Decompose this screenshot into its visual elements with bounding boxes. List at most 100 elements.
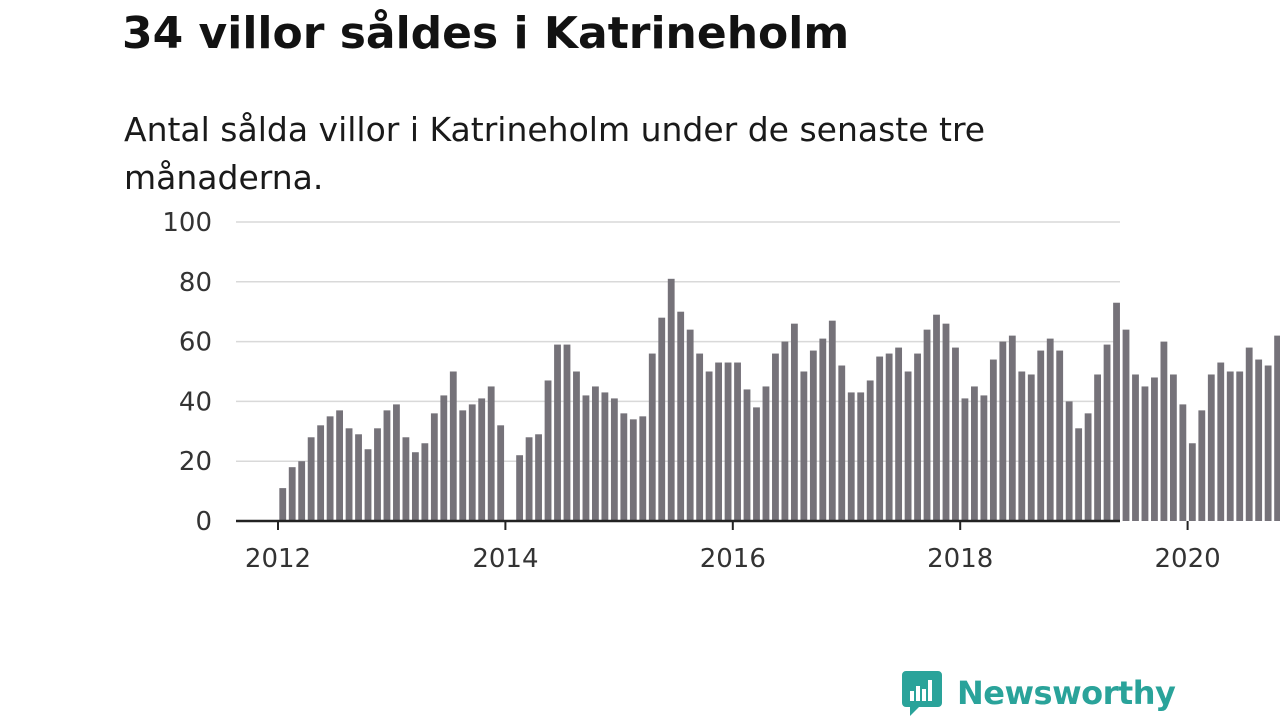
bar	[923, 329, 931, 521]
bar	[942, 323, 950, 521]
bar	[838, 365, 846, 521]
bar	[298, 461, 306, 521]
bar	[971, 386, 978, 521]
bar	[715, 362, 722, 521]
brand-name: Newsworthy	[957, 674, 1176, 712]
x-tick-label: 2016	[700, 544, 766, 574]
bar	[772, 353, 779, 521]
x-tick-label: 2018	[927, 544, 993, 574]
bar	[696, 353, 704, 521]
bar	[686, 329, 694, 521]
bar	[563, 344, 571, 521]
bar	[866, 380, 874, 521]
bar	[667, 278, 675, 521]
bar	[1113, 302, 1120, 521]
bar	[1245, 347, 1253, 521]
bar	[326, 416, 334, 521]
bar	[516, 455, 524, 521]
newsworthy-logo-icon	[902, 671, 942, 716]
y-tick-label: 40	[179, 387, 212, 417]
x-tick-label: 2020	[1155, 544, 1221, 574]
bar	[1151, 377, 1158, 521]
bar	[933, 314, 940, 521]
bar	[781, 341, 789, 521]
bar	[705, 371, 713, 521]
y-tick-label: 0	[195, 507, 212, 537]
bar	[828, 320, 836, 521]
chart-title: 34 villor såldes i Katrineholm	[122, 8, 850, 59]
bar	[1207, 374, 1215, 521]
bar	[1132, 374, 1139, 521]
bar	[724, 362, 732, 521]
bar	[989, 359, 997, 521]
bar	[914, 353, 921, 521]
bar	[1046, 338, 1054, 521]
bar	[980, 395, 988, 521]
bar	[819, 338, 827, 521]
bar	[1236, 371, 1244, 521]
x-tick-label: 2014	[472, 544, 538, 574]
bar	[876, 356, 884, 521]
bar	[601, 392, 609, 521]
bar	[573, 371, 580, 521]
bar	[1169, 374, 1177, 521]
bar	[629, 419, 637, 521]
bar	[790, 323, 798, 521]
bar	[639, 416, 647, 521]
bar	[847, 392, 855, 521]
bar	[535, 434, 542, 521]
bar	[393, 404, 400, 521]
bar	[1065, 401, 1073, 521]
bar	[1027, 374, 1035, 521]
bar	[1217, 362, 1225, 521]
bar	[336, 410, 343, 521]
bar	[1103, 344, 1111, 521]
y-tick-label: 20	[179, 447, 212, 477]
chart-subtitle: Antal sålda villor i Katrineholm under d…	[124, 110, 986, 197]
bar	[497, 425, 505, 521]
x-axis-tick-labels: 20122014201620182020202220242026	[245, 544, 1221, 574]
bar	[734, 362, 741, 521]
y-tick-label: 60	[179, 328, 212, 358]
bar	[1274, 335, 1280, 521]
bar	[1008, 335, 1016, 521]
bar	[307, 437, 315, 521]
bar	[487, 386, 495, 521]
bar	[1198, 410, 1206, 521]
bar	[374, 428, 381, 521]
y-tick-label: 100	[162, 208, 212, 238]
bar	[1226, 371, 1234, 521]
bar	[411, 452, 419, 521]
x-tick-label: 2012	[245, 544, 311, 574]
bar	[800, 371, 808, 521]
bar	[857, 392, 865, 521]
bar	[402, 437, 410, 521]
bar	[582, 395, 590, 521]
bar	[1188, 443, 1196, 521]
bars	[279, 278, 1280, 521]
bar	[554, 344, 561, 521]
bar	[1075, 428, 1083, 521]
bar	[430, 413, 438, 521]
bar	[895, 347, 903, 521]
bar	[1094, 374, 1101, 521]
bar	[478, 398, 486, 521]
newsworthy-brand: Newsworthy	[902, 668, 1176, 718]
bar	[885, 353, 893, 521]
bar	[345, 428, 353, 521]
bar	[961, 398, 969, 521]
bar	[809, 350, 817, 521]
bar	[317, 425, 325, 521]
bar	[468, 404, 476, 521]
bar	[1018, 371, 1026, 521]
bar	[383, 410, 391, 521]
x-axis	[236, 519, 1189, 530]
bar	[421, 443, 429, 521]
bar	[677, 311, 685, 521]
bar	[364, 449, 372, 521]
bar	[525, 437, 533, 521]
bar	[449, 371, 457, 521]
bar	[1160, 341, 1168, 521]
bar	[440, 395, 448, 521]
bar	[743, 389, 751, 521]
